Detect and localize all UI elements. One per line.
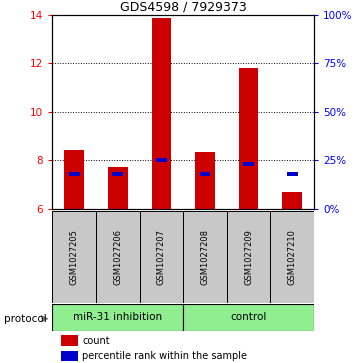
Text: GSM1027209: GSM1027209 (244, 229, 253, 285)
Bar (108, 167, 127, 209)
Bar (183, 304, 314, 331)
Bar (195, 152, 215, 209)
Bar (112, 172, 123, 176)
Text: percentile rank within the sample: percentile rank within the sample (82, 351, 247, 361)
Bar (243, 162, 254, 166)
Bar (61, 335, 78, 346)
Bar (287, 172, 298, 176)
Bar (96, 211, 140, 303)
Bar (52, 211, 96, 303)
Bar (282, 192, 302, 209)
Bar (200, 172, 210, 176)
Text: GSM1027207: GSM1027207 (157, 229, 166, 285)
Title: GDS4598 / 7929373: GDS4598 / 7929373 (120, 0, 247, 13)
Bar (183, 211, 227, 303)
Bar (69, 172, 79, 176)
Text: control: control (230, 313, 267, 322)
Bar (152, 18, 171, 209)
Bar (227, 211, 270, 303)
Bar (61, 351, 78, 362)
Text: count: count (82, 336, 110, 346)
Bar (140, 211, 183, 303)
Text: miR-31 inhibition: miR-31 inhibition (73, 313, 162, 322)
Text: GSM1027210: GSM1027210 (288, 229, 297, 285)
Bar (156, 158, 167, 162)
Bar (64, 150, 84, 209)
Text: GSM1027206: GSM1027206 (113, 229, 122, 285)
Bar (239, 68, 258, 209)
Text: protocol: protocol (4, 314, 46, 324)
Bar (52, 304, 183, 331)
Text: GSM1027208: GSM1027208 (200, 229, 209, 285)
Bar (270, 211, 314, 303)
Text: GSM1027205: GSM1027205 (70, 229, 79, 285)
